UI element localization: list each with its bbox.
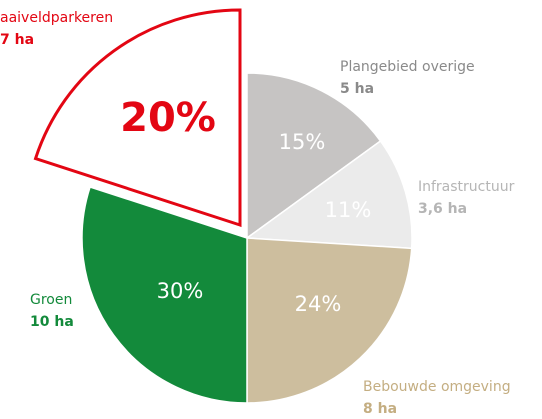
slice-area: 3,6 ha <box>418 201 467 217</box>
slice-area: 5 ha <box>340 81 374 97</box>
pie-slice <box>246 237 413 404</box>
slice-area: 8 ha <box>363 401 397 417</box>
slice-percent: 30% <box>157 279 204 303</box>
slice-name: Infrastructuur <box>418 179 515 195</box>
slice-name: aaiveldparkeren <box>0 10 113 26</box>
slice-name: Groen <box>30 292 72 308</box>
pie-slice <box>244 139 413 250</box>
pie-slice <box>81 186 248 404</box>
pie-slice <box>33 8 242 228</box>
slice-percent: 11% <box>325 198 372 222</box>
slice-percent: 15% <box>279 130 326 154</box>
slice-name: Plangebied overige <box>340 59 475 75</box>
slice-name: Bebouwde omgeving <box>363 379 511 395</box>
pie-slice <box>246 72 382 240</box>
slice-percent: 24% <box>295 292 342 316</box>
slice-percent: 20% <box>120 95 216 141</box>
slice-area: 7 ha <box>0 32 34 48</box>
slice-area: 10 ha <box>30 314 74 330</box>
